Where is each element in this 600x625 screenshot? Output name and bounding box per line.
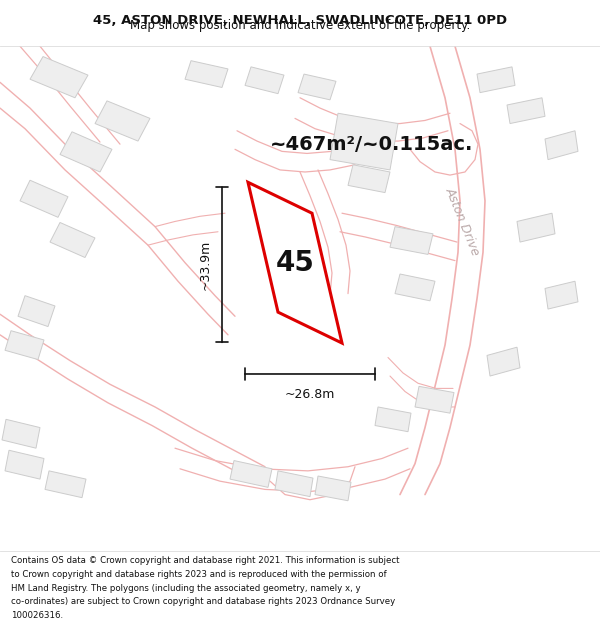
Text: 100026316.: 100026316. xyxy=(11,611,63,620)
Polygon shape xyxy=(330,113,398,170)
Text: Aston Drive: Aston Drive xyxy=(443,185,482,258)
Polygon shape xyxy=(95,101,150,141)
Polygon shape xyxy=(245,67,284,94)
Polygon shape xyxy=(5,450,44,479)
Polygon shape xyxy=(315,476,351,501)
Text: ~26.8m: ~26.8m xyxy=(285,388,335,401)
Polygon shape xyxy=(18,296,55,327)
Text: 45: 45 xyxy=(275,249,314,277)
Text: co-ordinates) are subject to Crown copyright and database rights 2023 Ordnance S: co-ordinates) are subject to Crown copyr… xyxy=(11,598,395,606)
Polygon shape xyxy=(30,56,88,98)
Polygon shape xyxy=(507,98,545,124)
Polygon shape xyxy=(5,331,44,359)
Polygon shape xyxy=(275,471,313,497)
Polygon shape xyxy=(348,165,390,192)
Text: 45, ASTON DRIVE, NEWHALL, SWADLINCOTE, DE11 0PD: 45, ASTON DRIVE, NEWHALL, SWADLINCOTE, D… xyxy=(93,14,507,27)
Polygon shape xyxy=(545,281,578,309)
Polygon shape xyxy=(545,131,578,159)
Polygon shape xyxy=(2,419,40,448)
Text: ~33.9m: ~33.9m xyxy=(199,239,212,290)
Polygon shape xyxy=(477,67,515,92)
Polygon shape xyxy=(248,182,342,343)
Polygon shape xyxy=(185,61,228,88)
Text: Map shows position and indicative extent of the property.: Map shows position and indicative extent… xyxy=(130,19,470,32)
Polygon shape xyxy=(50,222,95,258)
Polygon shape xyxy=(375,407,411,432)
Polygon shape xyxy=(390,227,433,254)
Polygon shape xyxy=(230,461,272,488)
Text: Contains OS data © Crown copyright and database right 2021. This information is : Contains OS data © Crown copyright and d… xyxy=(11,556,400,566)
Polygon shape xyxy=(395,274,435,301)
Polygon shape xyxy=(45,471,86,498)
Polygon shape xyxy=(20,180,68,218)
Polygon shape xyxy=(415,386,454,413)
Polygon shape xyxy=(298,74,336,100)
Text: to Crown copyright and database rights 2023 and is reproduced with the permissio: to Crown copyright and database rights 2… xyxy=(11,570,386,579)
Text: HM Land Registry. The polygons (including the associated geometry, namely x, y: HM Land Registry. The polygons (includin… xyxy=(11,584,361,592)
Polygon shape xyxy=(60,132,112,172)
Polygon shape xyxy=(487,348,520,376)
Polygon shape xyxy=(517,213,555,242)
Text: ~467m²/~0.115ac.: ~467m²/~0.115ac. xyxy=(270,134,473,154)
